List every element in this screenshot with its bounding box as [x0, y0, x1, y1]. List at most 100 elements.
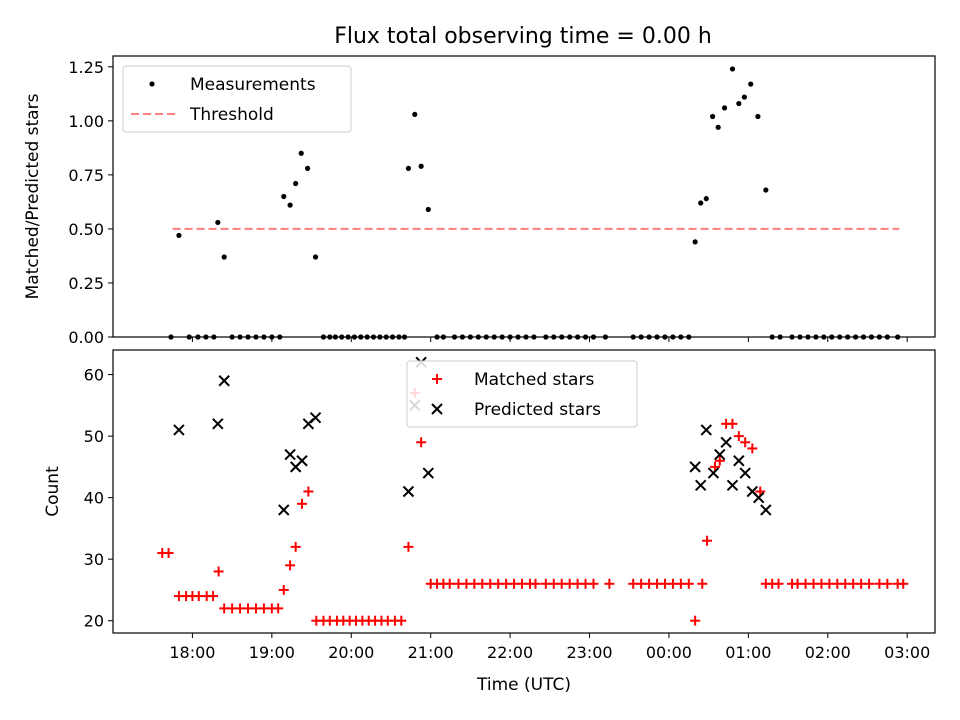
measurement-point [281, 193, 287, 200]
measurement-point [412, 111, 418, 117]
legend-label-measurements: Measurements [190, 75, 316, 95]
measurement-point [287, 202, 293, 208]
x-tick-label: 01:00 [725, 643, 771, 662]
y-tick-label: 40 [84, 489, 104, 508]
y-tick-label: 30 [84, 550, 104, 569]
matched-star-point [683, 578, 694, 589]
matched-star-point [278, 584, 289, 595]
top-axes-frame [112, 55, 936, 338]
predicted-star-point [689, 461, 701, 473]
predicted-star-point [726, 479, 739, 492]
matched-star-point [898, 578, 909, 589]
y-tick-label: 20 [84, 612, 104, 631]
y-tick-label: 50 [84, 427, 104, 446]
matched-star-point [733, 431, 744, 442]
y-tick-label: 1.25 [68, 58, 104, 77]
predicted-star-point [218, 375, 230, 387]
predicted-star-point [700, 424, 712, 436]
y-tick-label: 0.50 [68, 220, 104, 239]
x-tick-label: 21:00 [408, 643, 454, 662]
x-tick-label: 02:00 [805, 643, 851, 662]
matched-star-point [702, 535, 713, 546]
x-tick-label: 22:00 [487, 643, 533, 662]
predicted-star-point [733, 455, 745, 467]
matched-star-point [213, 566, 224, 577]
measurement-point [176, 232, 182, 239]
measurement-point [405, 165, 412, 171]
top-panel: 0.00 0.25 0.50 0.75 1.00 1.25 Matched/Predicte… [23, 55, 936, 347]
top-legend-box [122, 65, 352, 133]
measurement-point [736, 100, 742, 107]
x-tick-label: 00:00 [646, 643, 692, 662]
measurement-point [710, 113, 716, 120]
y-tick-label: 0.00 [68, 328, 104, 347]
legend-marker-predicted [431, 403, 443, 415]
x-tick-label: 18:00 [169, 643, 215, 662]
matched-star-point [273, 603, 284, 614]
matched-star-point [714, 455, 725, 466]
matched-star-point [727, 418, 738, 429]
matched-star-point [747, 443, 758, 454]
matched-star-point [297, 498, 308, 509]
measurement-point [748, 81, 754, 87]
predicted-star-point [739, 467, 751, 479]
matched-star-point [403, 541, 414, 552]
y-tick-label: 0.25 [68, 274, 104, 293]
matched-star-point [588, 578, 599, 589]
matched-star-point [740, 437, 751, 448]
predicted-star-point [422, 467, 435, 479]
top-y-axis-label: Matched/Predicted stars [23, 93, 43, 299]
bottom-panel: 20 30 40 50 60 18:00 19:00 20:00 21:00 22:00 23:00… [43, 349, 936, 695]
matched-star-point [208, 591, 219, 602]
matched-star-point [290, 541, 301, 552]
legend-marker-matched [432, 374, 442, 384]
y-tick-label: 1.00 [68, 112, 104, 131]
matched-star-point [416, 437, 427, 448]
x-tick-label: 19:00 [249, 643, 295, 662]
matched-star-point [864, 578, 875, 589]
x-tick-label: 03:00 [884, 643, 930, 662]
legend-label-matched: Matched stars [474, 370, 594, 390]
matched-star-point [303, 486, 314, 497]
measurement-point [721, 105, 728, 111]
predicted-star-point [173, 424, 185, 436]
x-tick-label: 23:00 [566, 643, 612, 662]
predicted-star-point [752, 491, 765, 504]
measurement-point [755, 113, 761, 120]
measurement-point [715, 124, 721, 130]
matched-star-point [530, 578, 541, 589]
predicted-star-point [278, 504, 290, 516]
chart-title: Flux total observing time = 0.00 h [334, 24, 712, 49]
measurement-point [215, 219, 221, 226]
measurement-point [741, 94, 747, 100]
predicted-star-point [720, 436, 732, 448]
matched-star-point [396, 615, 407, 626]
matched-star-point [697, 578, 708, 589]
x-tick-label: 20:00 [328, 643, 374, 662]
predicted-star-point [707, 467, 720, 479]
bottom-legend-box [406, 360, 638, 428]
measurement-point [312, 254, 319, 260]
predicted-star-point [284, 448, 296, 461]
predicted-star-point [296, 455, 308, 467]
measurement-point [763, 187, 769, 193]
matched-star-point [882, 578, 893, 589]
matched-star-point [163, 548, 174, 559]
bottom-axes-frame [112, 349, 936, 634]
measurement-point [703, 196, 709, 202]
y-tick-label: 60 [84, 366, 104, 385]
measurement-point [298, 150, 304, 156]
legend-marker-measurements [149, 81, 155, 87]
matched-star-point [285, 560, 296, 571]
legend-label-predicted: Predicted stars [474, 400, 601, 420]
predicted-star-point [714, 448, 726, 461]
measurement-point [304, 165, 311, 171]
x-axis-label: Time (UTC) [476, 675, 571, 695]
measurement-point [425, 206, 431, 213]
matched-star-point [444, 578, 455, 589]
predicted-star-point [760, 504, 772, 516]
matched-star-point [690, 615, 701, 626]
measurement-point [418, 163, 424, 169]
